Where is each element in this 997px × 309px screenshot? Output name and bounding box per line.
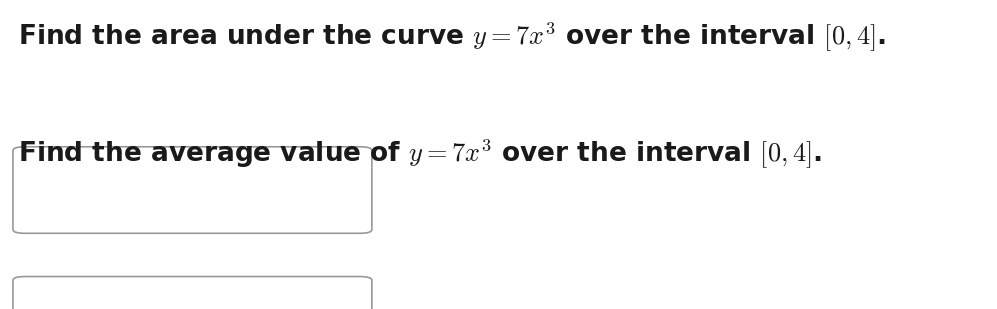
Text: Find the average value of $y = 7x^{3}$ over the interval $[0, 4]$.: Find the average value of $y = 7x^{3}$ o…	[18, 138, 823, 171]
Text: Find the area under the curve $y = 7x^{3}$ over the interval $[0, 4]$.: Find the area under the curve $y = 7x^{3…	[18, 20, 886, 54]
FancyBboxPatch shape	[13, 277, 372, 309]
FancyBboxPatch shape	[13, 147, 372, 233]
